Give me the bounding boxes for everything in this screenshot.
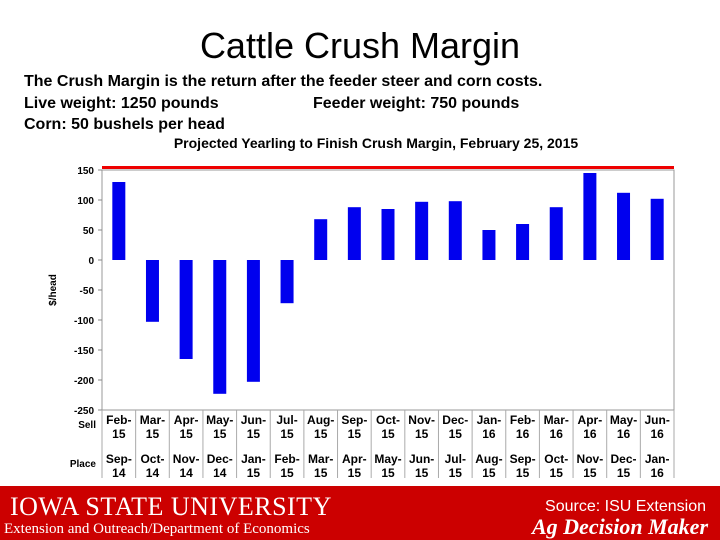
place-tick-label: Aug-15 [475,452,502,480]
bar [280,260,294,304]
chart-top-line [102,166,674,169]
sell-tick-label: May-15 [206,413,233,441]
y-tick-label: -50 [80,286,95,297]
isu-logo: Iowa State University [10,492,332,522]
y-tick-label: -150 [74,346,94,357]
place-tick-label: Dec-14 [207,452,233,480]
bar [145,260,159,322]
sell-tick-label: Oct-15 [376,413,400,441]
place-tick-label: Feb-15 [274,452,299,480]
place-tick-label: Sep-14 [106,452,132,480]
y-tick-label: 100 [77,196,94,207]
sell-tick-label: Jun-15 [241,413,266,441]
bar [314,219,328,260]
y-tick-label: 50 [83,226,95,237]
chart-title: Projected Yearling to Finish Crush Margi… [174,135,579,151]
source-text: Source: ISU Extension [545,498,706,515]
bar [482,230,496,260]
sell-tick-label: Aug-15 [307,413,334,441]
crush-margin-chart: Projected Yearling to Finish Crush Margi… [48,135,675,480]
y-tick-label: -100 [74,316,94,327]
bar [516,224,530,260]
y-tick-label: -200 [74,376,94,387]
bar [246,260,260,382]
bar [650,198,664,260]
sell-tick-label: Jun-16 [645,413,670,441]
sell-row-label: Sell [78,420,96,431]
y-tick-label: 150 [77,166,94,177]
y-tick-label: 0 [88,256,94,267]
department-text: Extension and Outreach/Department of Eco… [4,521,310,537]
place-tick-label: Apr-15 [342,452,367,480]
place-tick-label: Jan-15 [241,452,266,480]
sell-tick-label: Mar-16 [544,413,569,441]
sell-tick-label: Nov-15 [408,413,435,441]
place-tick-label: Nov-15 [577,452,604,480]
sell-tick-label: Sep-15 [341,413,367,441]
place-tick-label: Sep-15 [510,452,536,480]
bar [112,182,126,260]
place-row-label: Place [70,459,97,470]
place-tick-label: Oct-15 [544,452,568,480]
y-axis-label: $/head [48,274,59,306]
slide-title: Cattle Crush Margin [199,25,521,66]
place-tick-label: Mar-15 [308,452,333,480]
bar [549,207,563,260]
sell-tick-label: Jul-15 [276,413,297,441]
bar [179,260,193,359]
sell-tick-label: Mar-15 [140,413,165,441]
corn-text: Corn: 50 bushels per head [24,116,225,133]
sell-tick-label: Dec-15 [442,413,468,441]
sell-tick-label: Apr-15 [174,413,199,441]
sell-tick-label: May-16 [610,413,637,441]
bar [448,201,462,260]
isu-wordmark: Iowa State University [10,492,332,521]
place-tick-label: Jun-15 [409,452,434,480]
sell-tick-label: Jan-16 [477,413,502,441]
footer-bar [0,486,720,540]
place-tick-label: Oct-14 [140,452,164,480]
place-tick-label: Nov-14 [173,452,200,480]
place-tick-label: May-15 [374,452,401,480]
bar [347,207,361,260]
place-tick-label: Dec-15 [611,452,637,480]
live-weight-text: Live weight: 1250 pounds [24,95,219,112]
bar [583,173,597,260]
bar [617,192,631,260]
sell-tick-label: Apr-16 [578,413,603,441]
ag-decision-maker-logo: Ag Decision Maker [532,514,708,539]
description-line-1: The Crush Margin is the return after the… [24,73,543,90]
bar [213,260,227,394]
place-tick-label: Jul-15 [445,452,466,480]
bar [381,209,395,260]
sell-tick-label: Feb-15 [106,413,131,441]
sell-tick-label: Feb-16 [510,413,535,441]
place-tick-label: Jan-16 [645,452,670,480]
y-tick-label: -250 [74,406,94,417]
bar [415,201,429,260]
feeder-weight-text: Feeder weight: 750 pounds [313,95,520,112]
